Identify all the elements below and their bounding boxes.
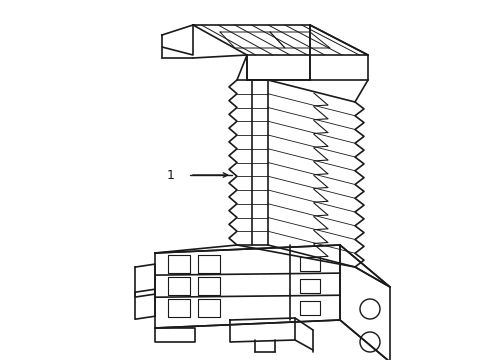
Text: 1: 1	[167, 168, 175, 181]
